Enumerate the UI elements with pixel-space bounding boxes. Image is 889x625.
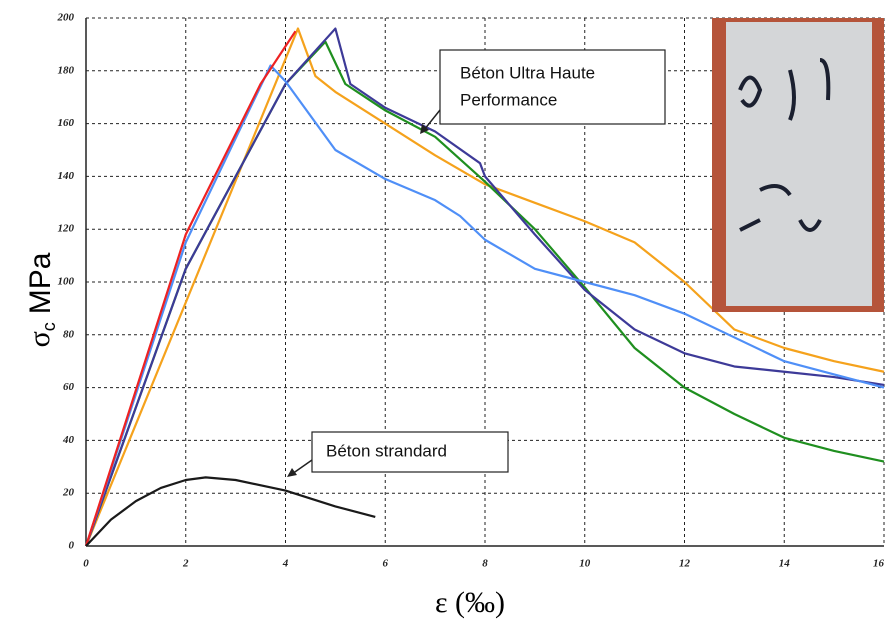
- annotation-standard: Béton strandard: [287, 431, 509, 477]
- series-line: [85, 476, 376, 547]
- y-tick-label: 140: [58, 170, 75, 182]
- y-tick-label: 180: [58, 64, 75, 76]
- annotation-arrow: [291, 459, 313, 475]
- x-axis-label: ε (‰): [435, 586, 505, 619]
- x-tick-label: 10: [579, 558, 591, 570]
- y-tick-label: 40: [62, 434, 75, 446]
- y-label-symbol: σ: [23, 331, 56, 347]
- x-tick-label: 0: [83, 558, 89, 570]
- inset-photo: [712, 18, 884, 312]
- photo-cylinder: [726, 22, 872, 306]
- y-axis-label: σc MPa: [23, 252, 59, 347]
- y-tick-label: 120: [58, 223, 75, 235]
- x-tick-label: 14: [779, 558, 791, 570]
- series-line: [84, 27, 885, 547]
- photo-marks: [738, 58, 831, 232]
- annotation-text: Performance: [460, 90, 557, 109]
- y-tick-label: 100: [58, 276, 75, 288]
- x-tick-label: 2: [182, 558, 189, 570]
- annotation-text: Béton Ultra Haute: [460, 63, 595, 82]
- y-tick-label: 160: [58, 117, 75, 129]
- arrow-head: [420, 124, 429, 134]
- x-tick-label: 8: [482, 558, 488, 570]
- annotation-box: [439, 49, 666, 125]
- annotation-arrow: [423, 109, 441, 131]
- lines: [84, 27, 885, 547]
- series-line: [84, 64, 885, 547]
- arrow-head: [287, 468, 297, 477]
- y-label-unit: MPa: [24, 252, 57, 314]
- x-tick-label: 12: [679, 558, 691, 570]
- y-tick-label: 200: [57, 12, 75, 24]
- x-tick-label: 6: [383, 558, 389, 570]
- y-tick-label: 20: [62, 487, 75, 499]
- y-tick-label: 80: [63, 328, 75, 340]
- x-tick-label: 4: [282, 558, 289, 570]
- y-tick-label: 0: [69, 540, 75, 552]
- series-line: [84, 27, 885, 547]
- y-label-subscript: c: [39, 322, 59, 331]
- annotation-uhp: Béton Ultra Haute Performance: [420, 49, 666, 134]
- x-tick-label: 16: [873, 558, 885, 570]
- y-tick-label: 60: [63, 381, 75, 393]
- annotation-box: [311, 431, 509, 473]
- annotation-text: Béton strandard: [326, 441, 447, 460]
- series-line: [84, 30, 297, 547]
